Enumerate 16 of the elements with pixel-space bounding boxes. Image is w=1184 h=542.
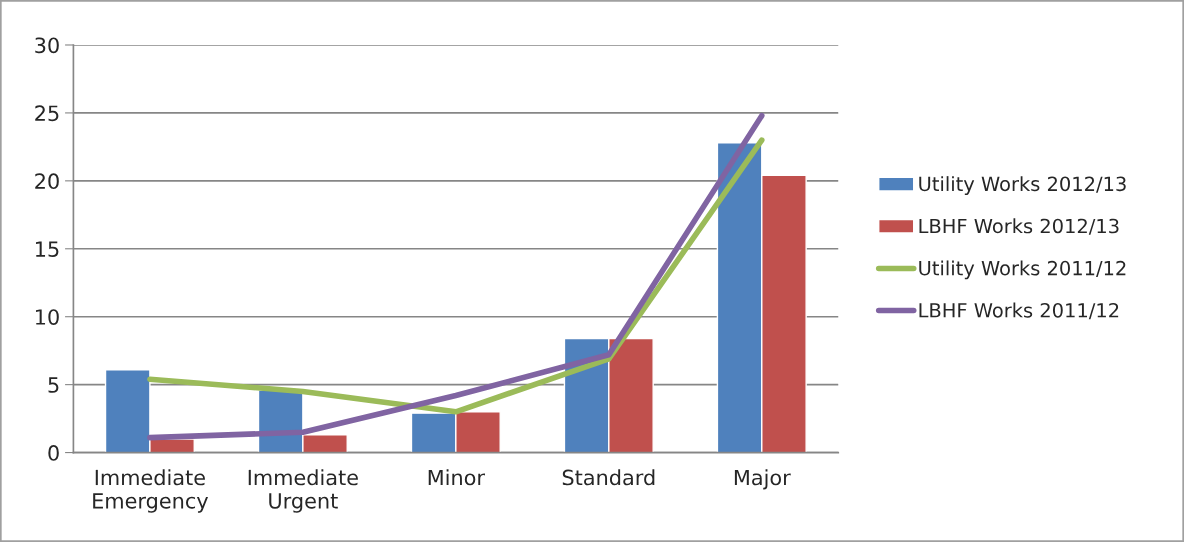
x-tick-label: Standard — [562, 469, 655, 486]
legend-label: LBHF Works 2011/12 — [919, 302, 1119, 320]
x-tick-label: Immediate Emergency — [93, 469, 209, 513]
x-tick-label: Immediate Urgent — [248, 469, 358, 513]
y-tick-label: 30 — [35, 37, 59, 54]
legend-label: Utility Works 2011/12 — [919, 260, 1126, 280]
y-tick-label: 5 — [48, 377, 59, 393]
y-tick-label: 25 — [35, 105, 59, 122]
y-tick-label: 15 — [35, 241, 59, 257]
x-tick-label: Minor — [428, 469, 485, 486]
legend-label: LBHF Works 2012/13 — [919, 218, 1119, 235]
legend-label: Utility Works 2012/13 — [919, 176, 1126, 195]
y-tick-label: 10 — [35, 309, 59, 325]
x-tick-label: Major — [734, 469, 791, 490]
y-tick-label: 0 — [48, 445, 59, 461]
y-tick-label: 20 — [35, 173, 59, 190]
